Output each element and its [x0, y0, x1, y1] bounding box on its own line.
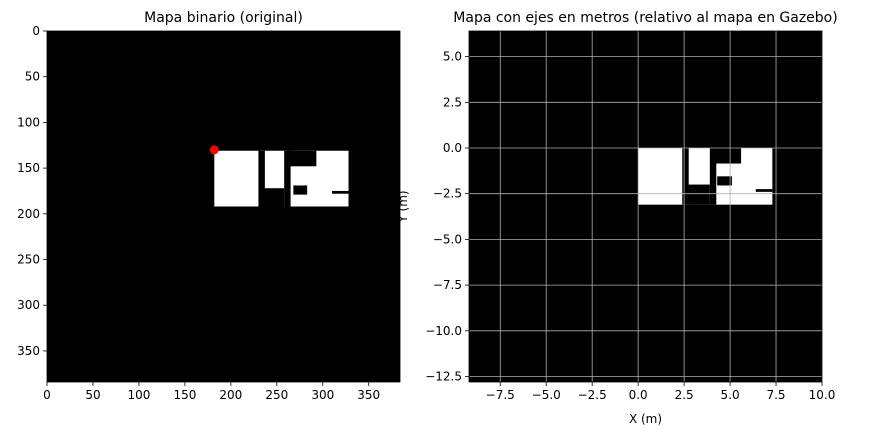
axes-frame — [46, 30, 401, 383]
obstacle — [687, 184, 710, 205]
obstacle — [284, 150, 291, 207]
x-tick-label: 250 — [265, 388, 288, 402]
y-tick-label: −10.0 — [425, 324, 462, 338]
chart-title: Mapa binario (original) — [144, 10, 303, 26]
y-tick-label: −2.5 — [433, 187, 462, 201]
y-tick-label: 100 — [17, 115, 40, 129]
x-tick-label: 5.0 — [721, 388, 740, 402]
obstacle — [293, 185, 308, 195]
map-background — [469, 31, 822, 382]
x-tick-label: 100 — [127, 388, 150, 402]
x-tick-label: 200 — [219, 388, 242, 402]
x-tick-label: 2.5 — [675, 388, 694, 402]
x-tick-label: 300 — [311, 388, 334, 402]
x-tick-label: 10.0 — [809, 388, 836, 402]
chart-metric-map: −7.5 −5.0 −2.5 0.0 2.5 5.0 7.5 10.0 5.0 2.5 0.0 −2.… — [396, 10, 838, 426]
y-tick-label: −7.5 — [433, 278, 462, 292]
x-axis-label: X (m) — [629, 412, 662, 426]
y-tick-label: 300 — [17, 298, 40, 312]
obstacle — [263, 188, 285, 207]
x-tick-label: −7.5 — [486, 388, 515, 402]
y-tick-label: 5.0 — [443, 50, 462, 64]
x-tick-label: 0.0 — [629, 388, 648, 402]
x-tick-label: −2.5 — [578, 388, 607, 402]
x-tick-label: 50 — [85, 388, 100, 402]
obstacle — [713, 148, 742, 164]
y-tick-label: 350 — [17, 344, 40, 358]
y-tick-label: −12.5 — [425, 370, 462, 384]
obstacle — [755, 189, 773, 192]
x-tick-label: 350 — [357, 388, 380, 402]
chart-binary-map: 0 50 100 150 200 250 300 350 0 50 100 150 200 250 300 3… — [17, 10, 401, 402]
obstacle — [682, 148, 689, 205]
x-tick-label: 0 — [43, 388, 51, 402]
x-tick-label: 150 — [173, 388, 196, 402]
y-tick-label: 0 — [32, 24, 40, 38]
y-tick-label: 200 — [17, 207, 40, 221]
chart-title: Mapa con ejes en metros (relativo al map… — [453, 10, 837, 26]
origin-marker — [209, 145, 219, 155]
y-tick-label: 0.0 — [443, 141, 462, 155]
obstacle — [287, 150, 317, 167]
x-tick-label: −5.0 — [532, 388, 561, 402]
y-axis-label: Y (m) — [396, 190, 410, 223]
axes-frame — [468, 30, 823, 383]
obstacle — [709, 148, 717, 205]
y-tick-label: −5.0 — [433, 232, 462, 246]
obstacle — [717, 176, 732, 186]
obstacle — [258, 150, 265, 207]
y-tick-label: 2.5 — [443, 95, 462, 109]
y-tick-label: 150 — [17, 161, 40, 175]
obstacle — [331, 190, 349, 194]
y-tick-label: 250 — [17, 253, 40, 267]
x-tick-label: 7.5 — [766, 388, 785, 402]
y-tick-label: 50 — [25, 70, 40, 84]
